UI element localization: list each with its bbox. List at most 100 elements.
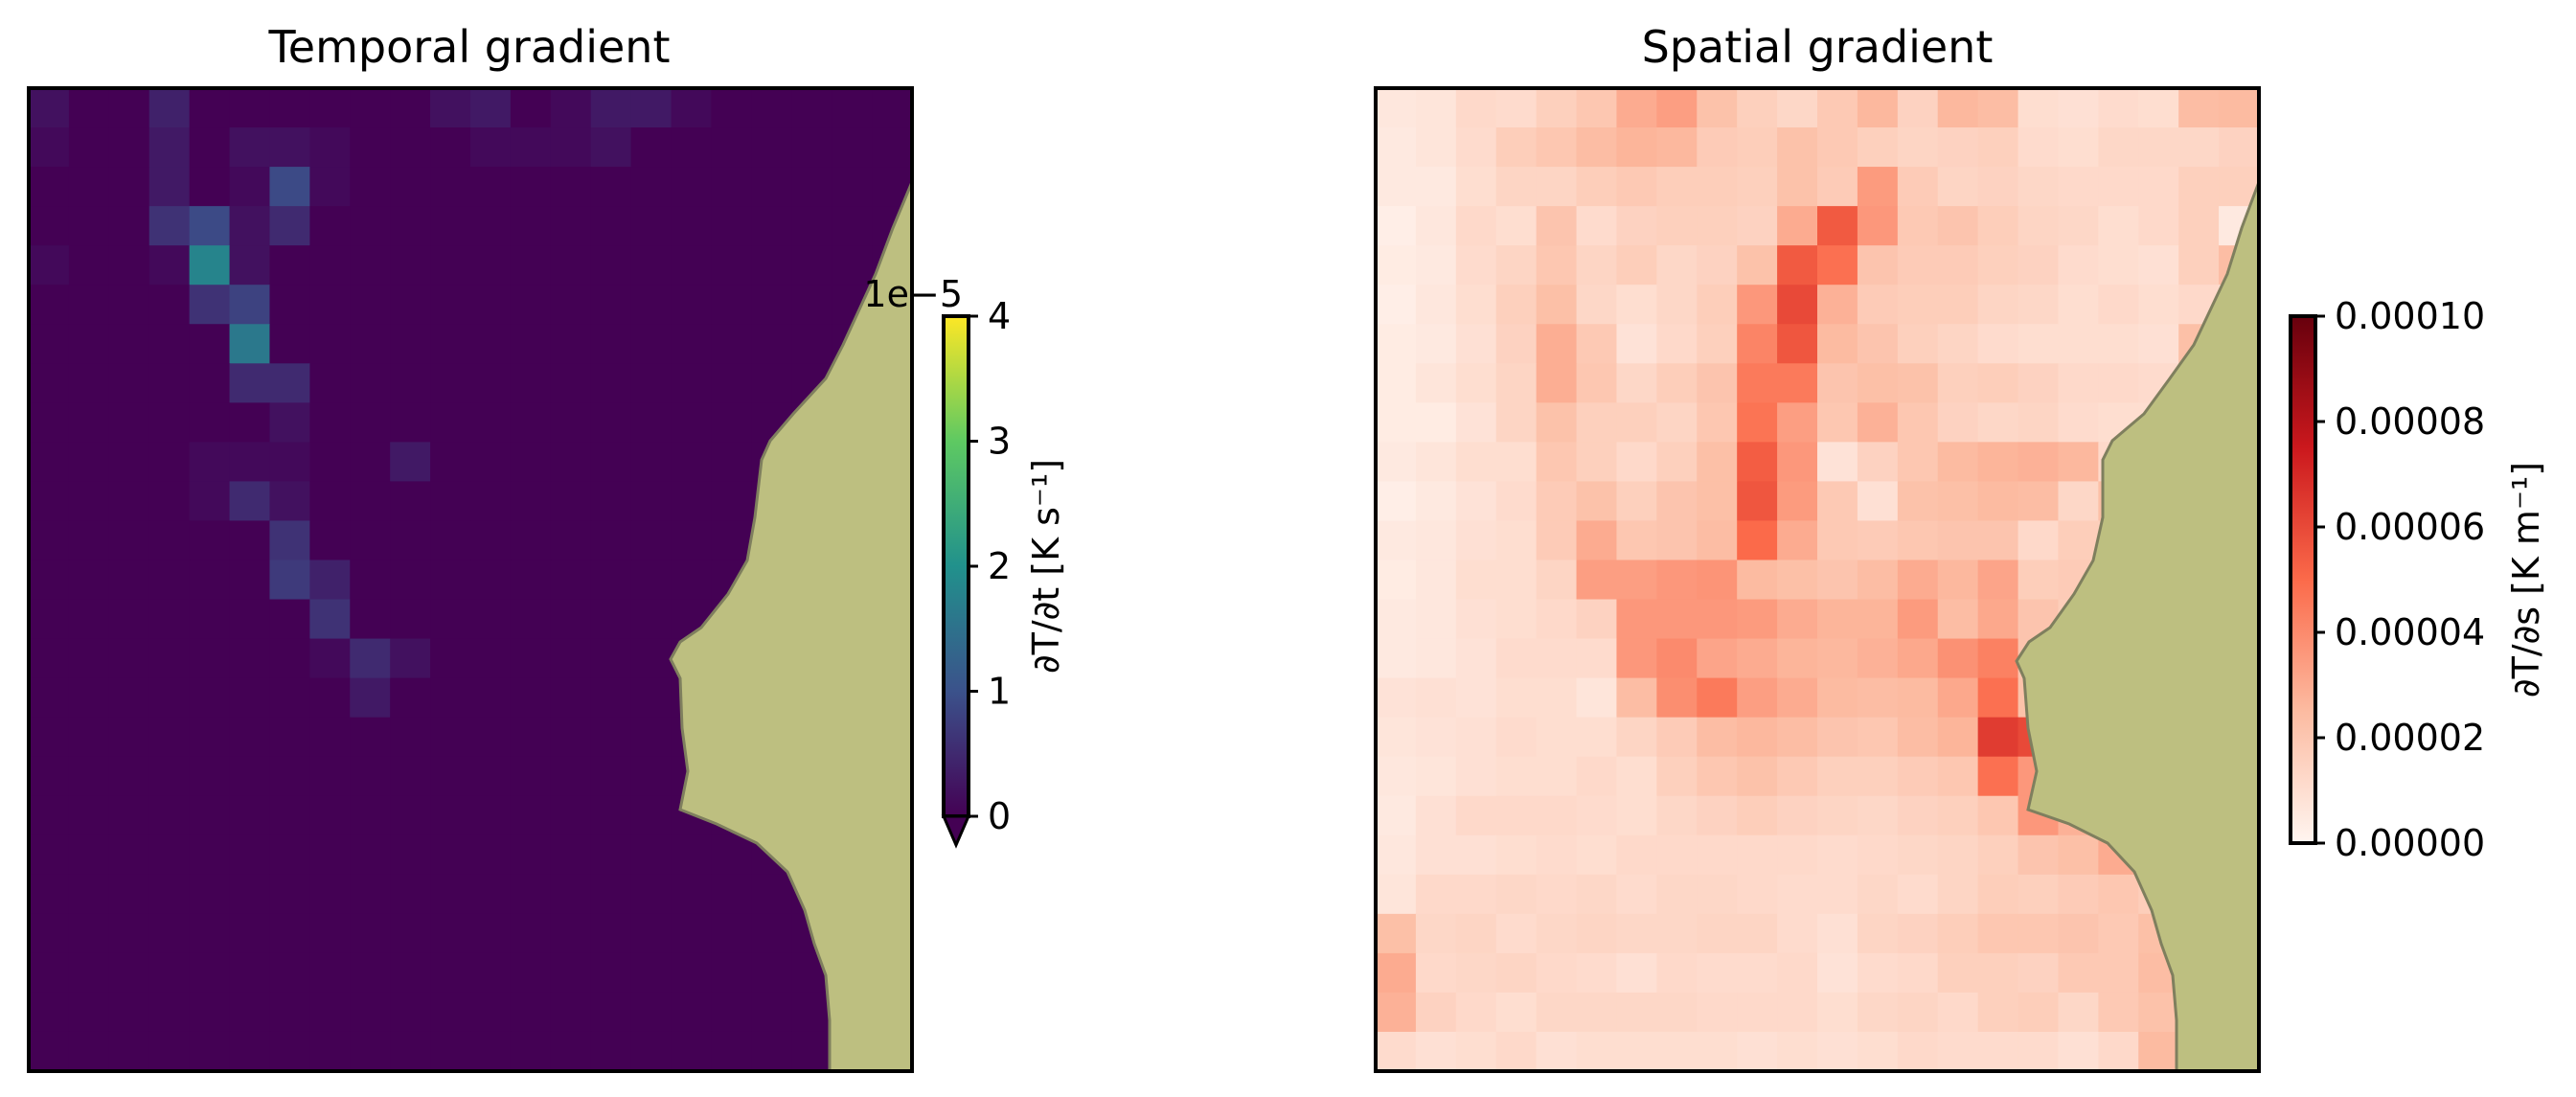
- heatmap-cell: [269, 795, 310, 836]
- heatmap-cell: [1937, 913, 1979, 954]
- heatmap-cell: [1897, 717, 1939, 758]
- heatmap-cell: [2098, 127, 2139, 168]
- heatmap-cell: [590, 520, 632, 561]
- heatmap-cell: [711, 167, 752, 207]
- heatmap-cell: [68, 1031, 110, 1071]
- heatmap-cell: [29, 363, 70, 403]
- heatmap-cell: [390, 285, 431, 325]
- heatmap-cell: [189, 88, 231, 128]
- heatmap-cell: [269, 442, 310, 482]
- heatmap-cell: [1536, 167, 1578, 207]
- heatmap-cell: [1455, 874, 1497, 915]
- heatmap-cell: [29, 599, 70, 640]
- heatmap-cell: [350, 245, 391, 286]
- heatmap-cell: [2098, 874, 2139, 915]
- heatmap-cell: [229, 88, 271, 128]
- heatmap-cell: [550, 677, 592, 719]
- heatmap-cell: [108, 481, 150, 522]
- heatmap-cell: [2017, 324, 2060, 364]
- heatmap-cell: [309, 1031, 351, 1071]
- heatmap-cell: [269, 363, 310, 403]
- heatmap-cell: [1376, 206, 1417, 246]
- heatmap-cell: [1455, 560, 1497, 601]
- heatmap-cell: [1616, 363, 1657, 403]
- heatmap-cell: [108, 402, 150, 443]
- heatmap-cell: [550, 874, 592, 915]
- heatmap-cell: [229, 992, 271, 1033]
- heatmap-cell: [350, 992, 391, 1033]
- heatmap-cell: [390, 677, 431, 719]
- heatmap-cell: [189, 992, 231, 1033]
- heatmap-cell: [671, 324, 713, 364]
- heatmap-cell: [1495, 285, 1538, 325]
- heatmap-cell: [751, 167, 792, 207]
- heatmap-cell: [1737, 599, 1778, 640]
- heatmap-cell: [1937, 992, 1979, 1033]
- heatmap-cell: [1817, 88, 1858, 128]
- heatmap-cell: [1616, 795, 1657, 836]
- heatmap-cell: [1937, 402, 1979, 443]
- heatmap-cell: [229, 520, 271, 561]
- heatmap-cell: [1495, 324, 1538, 364]
- heatmap-cell: [1697, 795, 1738, 836]
- heatmap-cell: [1616, 599, 1657, 640]
- heatmap-cell: [791, 285, 832, 325]
- heatmap-cell: [309, 285, 351, 325]
- heatmap-cell: [1495, 717, 1538, 758]
- heatmap-cell: [68, 677, 110, 719]
- heatmap-cell: [1376, 677, 1417, 719]
- heatmap-cell: [470, 285, 512, 325]
- heatmap-cell: [1376, 1031, 1417, 1071]
- heatmap-cell: [1455, 834, 1497, 876]
- heatmap-cell: [2017, 874, 2060, 915]
- heatmap-cell: [1415, 1031, 1457, 1071]
- heatmap-cell: [1616, 167, 1657, 207]
- heatmap-cell: [229, 834, 271, 876]
- colorbar-tick-label: 0.00006: [2335, 506, 2485, 548]
- heatmap-cell: [350, 285, 391, 325]
- heatmap-cell: [1455, 992, 1497, 1033]
- heatmap-cell: [671, 913, 713, 954]
- heatmap-cell: [1777, 127, 1818, 168]
- heatmap-cell: [1977, 795, 2019, 836]
- heatmap-cell: [1777, 834, 1818, 876]
- heatmap-cell: [1656, 599, 1698, 640]
- heatmap-cell: [1376, 834, 1417, 876]
- heatmap-cell: [630, 834, 672, 876]
- heatmap-cell: [1937, 167, 1979, 207]
- spatial-colorbar: 0.00000 0.00002 0.00004 0.00006 0.00008 0.000…: [2289, 295, 2547, 864]
- heatmap-cell: [2058, 324, 2099, 364]
- heatmap-cell: [1656, 88, 1698, 128]
- heatmap-cell: [1616, 402, 1657, 443]
- heatmap-cell: [1415, 599, 1457, 640]
- heatmap-cell: [1495, 599, 1538, 640]
- heatmap-cell: [269, 520, 310, 561]
- heatmap-cell: [510, 834, 552, 876]
- heatmap-cell: [1576, 363, 1618, 403]
- heatmap-cell: [711, 952, 752, 994]
- heatmap-cell: [2138, 206, 2179, 246]
- heatmap-cell: [2058, 520, 2099, 561]
- heatmap-cell: [189, 874, 231, 915]
- heatmap-cell: [1857, 285, 1899, 325]
- heatmap-cell: [1857, 874, 1899, 915]
- heatmap-cell: [1656, 952, 1698, 994]
- heatmap-cell: [1777, 206, 1818, 246]
- heatmap-cell: [1495, 481, 1538, 522]
- heatmap-cell: [390, 717, 431, 758]
- heatmap-cell: [1376, 245, 1417, 286]
- heatmap-cell: [671, 992, 713, 1033]
- heatmap-cell: [108, 599, 150, 640]
- heatmap-cell: [29, 402, 70, 443]
- heatmap-cell: [550, 560, 592, 601]
- heatmap-cell: [2017, 481, 2060, 522]
- heatmap-cell: [1576, 638, 1618, 679]
- heatmap-cell: [269, 402, 310, 443]
- heatmap-cell: [1777, 756, 1818, 797]
- heatmap-cell: [671, 1031, 713, 1071]
- heatmap-cell: [1697, 363, 1738, 403]
- heatmap-cell: [350, 677, 391, 719]
- heatmap-cell: [1697, 520, 1738, 561]
- heatmap-cell: [1777, 88, 1818, 128]
